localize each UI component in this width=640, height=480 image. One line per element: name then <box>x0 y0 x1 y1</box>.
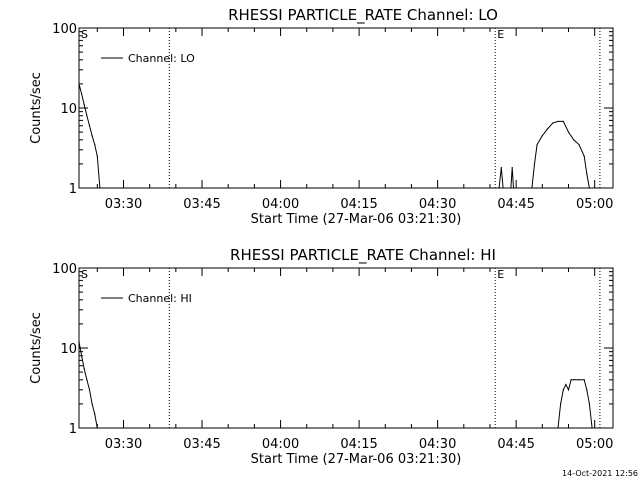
legend-label: Channel: LO <box>128 52 195 65</box>
footer-timestamp: 14-Oct-2021 12:56 <box>562 469 638 478</box>
y-tick-label: 100 <box>52 22 77 37</box>
data-point <box>565 383 567 386</box>
data-point <box>94 413 96 415</box>
data-point <box>91 135 93 137</box>
data-point <box>583 379 585 381</box>
series-line <box>510 167 514 189</box>
data-point <box>560 403 562 405</box>
x-tick-label: 04:15 <box>340 197 377 212</box>
data-point <box>99 187 101 189</box>
y-axis-label: Counts/sec <box>29 72 44 144</box>
data-point <box>78 341 80 343</box>
data-point <box>546 128 549 130</box>
series-line <box>498 167 504 189</box>
x-axis-label: Start Time (27-Mar-06 03:21:30) <box>251 452 462 467</box>
data-point <box>583 155 585 157</box>
x-tick-label: 03:45 <box>183 197 220 212</box>
data-point <box>567 131 570 133</box>
chart-panel-1: RHESSI PARTICLE_RATE Channel: LO 03:30 03:… <box>29 6 614 227</box>
y-tick-label: 1 <box>69 422 77 437</box>
data-point <box>83 368 85 370</box>
data-point <box>570 379 572 381</box>
data-point <box>578 379 580 381</box>
data-point <box>586 173 588 175</box>
x-tick-label: 03:30 <box>105 437 142 452</box>
x-tick-label: 03:30 <box>105 197 142 212</box>
data-point <box>567 389 570 391</box>
data-point <box>81 355 83 357</box>
y-tick-label: 1 <box>69 182 77 197</box>
marker-label: S <box>81 28 88 41</box>
data-point <box>591 427 593 429</box>
x-tick-label: 04:45 <box>497 437 534 452</box>
data-point <box>512 187 515 189</box>
data-point <box>502 187 504 189</box>
x-tick-label: 04:45 <box>497 197 534 212</box>
series-line <box>531 120 590 189</box>
series-line <box>78 341 98 429</box>
x-tick-label: 05:00 <box>576 197 613 212</box>
data-point <box>78 83 80 85</box>
data-point <box>573 139 575 141</box>
data-point <box>511 166 513 169</box>
data-point <box>500 166 502 169</box>
chart-title: RHESSI PARTICLE_RATE Channel: HI <box>230 246 496 265</box>
x-axis-label: Start Time (27-Mar-06 03:21:30) <box>251 212 462 227</box>
x-tick-label: 04:00 <box>262 437 299 452</box>
x-tick-label: 03:45 <box>183 437 220 452</box>
x-tick-label: 05:00 <box>576 437 613 452</box>
y-axis-label: Counts/sec <box>29 312 44 384</box>
x-tick-label: 04:30 <box>419 437 456 452</box>
data-point <box>557 427 559 429</box>
y-tick-label: 10 <box>60 342 77 357</box>
data-point <box>562 389 564 391</box>
data-point <box>586 389 588 391</box>
data-point <box>536 143 538 146</box>
marker-label: S <box>81 268 88 281</box>
data-point <box>588 187 591 189</box>
data-point <box>588 403 591 405</box>
data-point <box>562 120 564 122</box>
data-point <box>557 120 559 122</box>
y-tick-label: 100 <box>52 262 77 277</box>
x-tick-label: 04:15 <box>340 437 377 452</box>
data-point <box>86 379 88 381</box>
data-point <box>510 187 512 189</box>
data-point <box>96 427 98 429</box>
data-point <box>531 187 533 189</box>
data-point <box>96 155 98 157</box>
y-tick-label: 10 <box>60 102 77 117</box>
data-point <box>573 379 575 381</box>
series-line <box>78 83 101 189</box>
data-point <box>552 122 554 124</box>
data-point <box>91 403 93 405</box>
data-point <box>533 163 536 165</box>
series-line <box>557 379 593 429</box>
data-point <box>83 104 85 106</box>
data-point <box>88 125 91 127</box>
marker-label: E <box>497 28 504 41</box>
x-tick-label: 04:00 <box>262 197 299 212</box>
x-tick-label: 04:30 <box>419 197 456 212</box>
chart-panel-2: RHESSI PARTICLE_RATE Channel: HI 03:30 03:… <box>29 246 614 467</box>
data-point <box>578 143 580 146</box>
data-point <box>541 135 543 137</box>
legend-label: Channel: HI <box>128 292 192 305</box>
data-point <box>88 389 91 391</box>
marker-label: E <box>497 268 504 281</box>
data-point <box>81 93 83 95</box>
data-point <box>94 143 96 146</box>
data-point <box>498 187 500 189</box>
data-point <box>86 115 88 117</box>
chart-title: RHESSI PARTICLE_RATE Channel: LO <box>228 6 498 25</box>
